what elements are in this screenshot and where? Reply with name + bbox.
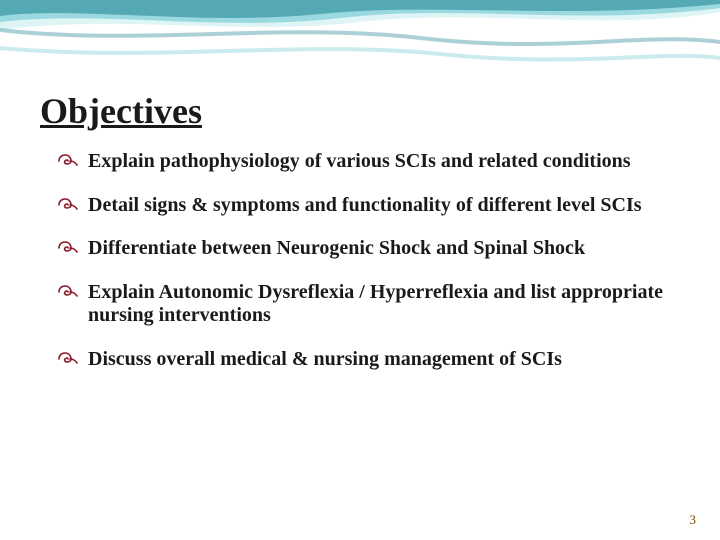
swirl-bullet-icon xyxy=(56,196,78,214)
bullet-list: Explain pathophysiology of various SCIs … xyxy=(40,150,680,372)
bullet-item: Discuss overall medical & nursing manage… xyxy=(56,348,680,372)
bullet-item: Explain Autonomic Dysreflexia / Hyperref… xyxy=(56,281,680,328)
bullet-text: Discuss overall medical & nursing manage… xyxy=(88,348,562,370)
bullet-item: Detail signs & symptoms and functionalit… xyxy=(56,194,680,218)
bullet-text: Detail signs & symptoms and functionalit… xyxy=(88,194,642,216)
bullet-item: Differentiate between Neurogenic Shock a… xyxy=(56,237,680,261)
slide-content: Objectives Explain pathophysiology of va… xyxy=(0,0,720,372)
swirl-bullet-icon xyxy=(56,283,78,301)
swirl-bullet-icon xyxy=(56,350,78,368)
page-number: 3 xyxy=(690,512,697,528)
swirl-bullet-icon xyxy=(56,152,78,170)
bullet-item: Explain pathophysiology of various SCIs … xyxy=(56,150,680,174)
bullet-text: Differentiate between Neurogenic Shock a… xyxy=(88,237,585,259)
slide-title: Objectives xyxy=(40,90,680,132)
bullet-text: Explain pathophysiology of various SCIs … xyxy=(88,150,631,172)
bullet-text: Explain Autonomic Dysreflexia / Hyperref… xyxy=(88,281,663,327)
swirl-bullet-icon xyxy=(56,239,78,257)
